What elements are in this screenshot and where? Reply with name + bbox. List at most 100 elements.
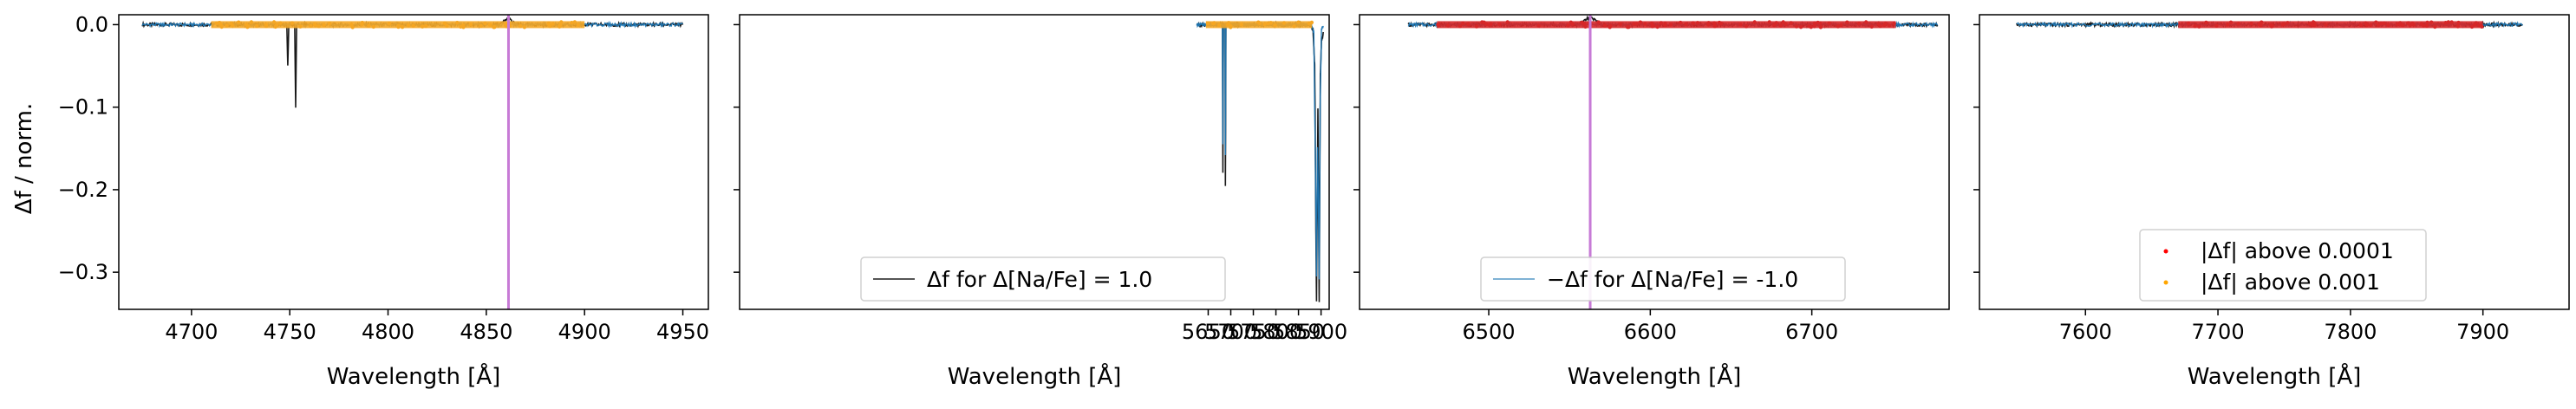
- axes-frame: [118, 14, 709, 310]
- x-axis-label-panel-3: Wavelength [Å]: [1568, 362, 1742, 390]
- marked-point: [1845, 20, 1849, 24]
- marked-point: [264, 23, 269, 29]
- marked-point: [406, 23, 411, 28]
- marked-point: [1798, 25, 1803, 29]
- panel-1: 4700 4750 4800 4850 4900 4950 0.0 −0.1 −0.2 −0.3: [58, 12, 709, 344]
- marked-point: [2406, 21, 2410, 25]
- marked-point: [237, 20, 241, 24]
- marked-point: [1781, 20, 1785, 24]
- marked-point: [421, 24, 425, 29]
- marked-point: [1212, 21, 1216, 25]
- marked-point: [2364, 21, 2368, 25]
- marked-point: [2429, 20, 2434, 24]
- marked-point: [1659, 21, 1664, 25]
- marked-point: [1466, 22, 1471, 26]
- marked-point: [1778, 23, 1783, 28]
- marked-point: [1691, 21, 1695, 25]
- marked-point: [1718, 21, 1724, 26]
- marked-point: [1655, 24, 1660, 29]
- marked-point: [1638, 20, 1643, 24]
- marked-point: [249, 20, 254, 24]
- marked-point: [225, 23, 229, 28]
- marked-point: [1596, 20, 1601, 24]
- marked-point: [2382, 21, 2386, 25]
- legend-box: [2139, 229, 2427, 302]
- marked-point: [2449, 20, 2454, 24]
- marked-point: [1643, 22, 1647, 26]
- x-tick-label: 4750: [264, 320, 316, 344]
- marked-point: [1436, 23, 1440, 27]
- legend-label: |Δf| above 0.0001: [2201, 238, 2394, 263]
- marked-point: [558, 24, 562, 29]
- marked-point: [551, 22, 555, 26]
- marked-point: [1650, 24, 1655, 29]
- marked-point: [2204, 20, 2208, 25]
- legend-marker: [2163, 280, 2168, 285]
- marked-point: [445, 23, 449, 28]
- x-tick-label: 7600: [2059, 320, 2112, 344]
- marked-point: [1684, 22, 1688, 27]
- marked-point: [217, 21, 222, 25]
- marked-point: [442, 21, 447, 25]
- marked-point: [1883, 21, 1888, 26]
- marked-point: [2398, 21, 2403, 25]
- marked-point: [572, 20, 577, 24]
- marked-point: [1239, 23, 1244, 27]
- marked-point: [468, 23, 473, 27]
- marked-point: [1602, 23, 1608, 28]
- marked-point: [2368, 23, 2373, 28]
- legend: |Δf| above 0.0001 |Δf| above 0.001: [2139, 229, 2427, 302]
- marked-point: [1536, 23, 1541, 28]
- marked-point: [290, 21, 295, 25]
- x-tick-label: 4900: [558, 320, 611, 344]
- marked-point: [1827, 21, 1831, 25]
- marked-point: [483, 21, 487, 26]
- marked-points-band: [2178, 21, 2483, 29]
- marked-point: [1816, 20, 1820, 25]
- marked-point: [576, 23, 581, 27]
- x-tick-label: 5650: [1182, 320, 1235, 344]
- marked-point: [504, 23, 508, 27]
- marked-point: [2281, 22, 2286, 27]
- marked-point: [2324, 23, 2328, 27]
- marked-point: [387, 22, 392, 26]
- marked-point: [219, 24, 224, 29]
- marked-point: [1257, 21, 1262, 26]
- marked-point: [1812, 24, 1816, 29]
- marked-point: [2443, 21, 2448, 25]
- marked-point: [492, 25, 496, 29]
- legend-box: [860, 256, 1226, 302]
- x-tick-label: 6500: [1463, 320, 1516, 344]
- marked-point: [1445, 23, 1451, 28]
- y-tick-label: 0.0: [75, 12, 108, 36]
- x-axis-label-panel-4: Wavelength [Å]: [2188, 362, 2362, 390]
- marked-point: [2401, 23, 2405, 28]
- x-tick-label: 4800: [362, 320, 414, 344]
- marked-point: [400, 25, 405, 29]
- marked-point: [1892, 21, 1896, 26]
- marked-point: [327, 22, 332, 26]
- marked-point: [2425, 20, 2429, 25]
- marked-point: [1767, 20, 1771, 24]
- marked-point: [2249, 21, 2253, 26]
- marked-point: [1216, 23, 1222, 28]
- legend: −Δf for Δ[Na/Fe] = -1.0: [1480, 256, 1846, 302]
- marked-point: [2433, 24, 2437, 29]
- y-tick-label: −0.2: [58, 178, 108, 202]
- marked-point: [479, 23, 483, 29]
- x-tick-label: 6700: [1785, 320, 1838, 344]
- marked-point: [1712, 21, 1717, 25]
- marked-point: [2260, 20, 2264, 24]
- axes-frame: [739, 14, 1330, 310]
- marked-point: [1818, 25, 1823, 29]
- marked-point: [278, 21, 283, 25]
- marked-point: [570, 21, 574, 25]
- marked-point: [298, 24, 303, 29]
- marked-point: [2310, 23, 2315, 27]
- marked-point: [1482, 20, 1486, 24]
- x-tick-label: 5750: [1227, 320, 1280, 344]
- legend-marker: [2163, 249, 2168, 254]
- legend: Δf for Δ[Na/Fe] = 1.0: [860, 256, 1226, 302]
- marked-point: [322, 23, 326, 28]
- marked-point: [1668, 23, 1673, 27]
